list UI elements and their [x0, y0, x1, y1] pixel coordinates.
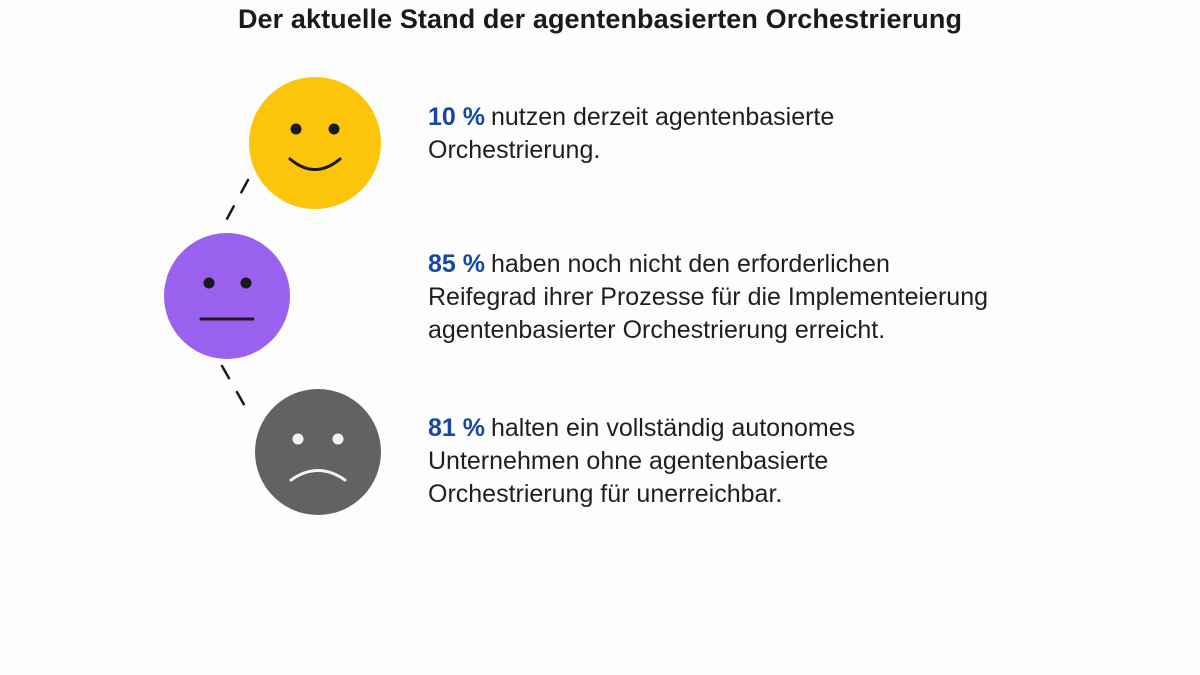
stat-1-text-1: nutzen derzeit agentenbasierte: [490, 103, 835, 131]
stat-2-line-1: 85 % haben noch nicht den erforderlichen: [428, 248, 1148, 281]
stat-3-percent: 81 %: [428, 414, 485, 442]
neutral-face-icon: [164, 233, 290, 359]
sad-face-circle: [255, 389, 381, 515]
neutral-face-eye-right: [240, 277, 252, 289]
stat-2-line-2: Reifegrad ihrer Prozesse für die Impleme…: [428, 283, 988, 311]
neutral-face-circle: [164, 233, 290, 359]
page-title: Der aktuelle Stand der agentenbasierten …: [237, 4, 963, 34]
sad-face-mouth: [289, 469, 347, 482]
stat-2-percent: 85 %: [428, 250, 485, 278]
stat-2-line-3: agentenbasierter Orchestrierung erreicht…: [428, 316, 886, 344]
stat-3-line-3: Orchestrierung für unerreichbar.: [428, 480, 783, 508]
connector-top: [220, 178, 250, 230]
stat-1-line-2: Orchestrierung.: [428, 136, 601, 164]
sad-face-eye-right: [332, 433, 344, 445]
stat-1-line-1: 10 % nutzen derzeit agentenbasierte: [428, 101, 1148, 134]
connector-bottom: [220, 364, 252, 417]
happy-face-circle: [249, 77, 381, 209]
stat-2-text-1: haben noch nicht den erforderlichen: [490, 250, 890, 278]
stat-1-percent: 10 %: [428, 103, 485, 131]
happy-face-eye-right: [328, 123, 340, 135]
stat-3-line-1: 81 % halten ein vollständig autonomes: [428, 412, 1148, 445]
happy-face-icon: [249, 77, 381, 209]
happy-face-eye-left: [290, 123, 302, 135]
stat-3-text-1: halten ein vollständig autonomes: [490, 414, 856, 442]
neutral-face-eye-left: [203, 277, 215, 289]
happy-face-mouth: [288, 157, 342, 171]
stat-block-3: 81 % halten ein vollständig autonomes Unt…: [428, 412, 1148, 511]
sad-face-icon: [255, 389, 381, 515]
sad-face-eye-left: [292, 433, 304, 445]
stat-block-1: 10 % nutzen derzeit agentenbasierte Orche…: [428, 101, 1148, 167]
stat-block-2: 85 % haben noch nicht den erforderlichen …: [428, 248, 1148, 347]
stat-3-line-2: Unternehmen ohne agentenbasierte: [428, 447, 829, 475]
